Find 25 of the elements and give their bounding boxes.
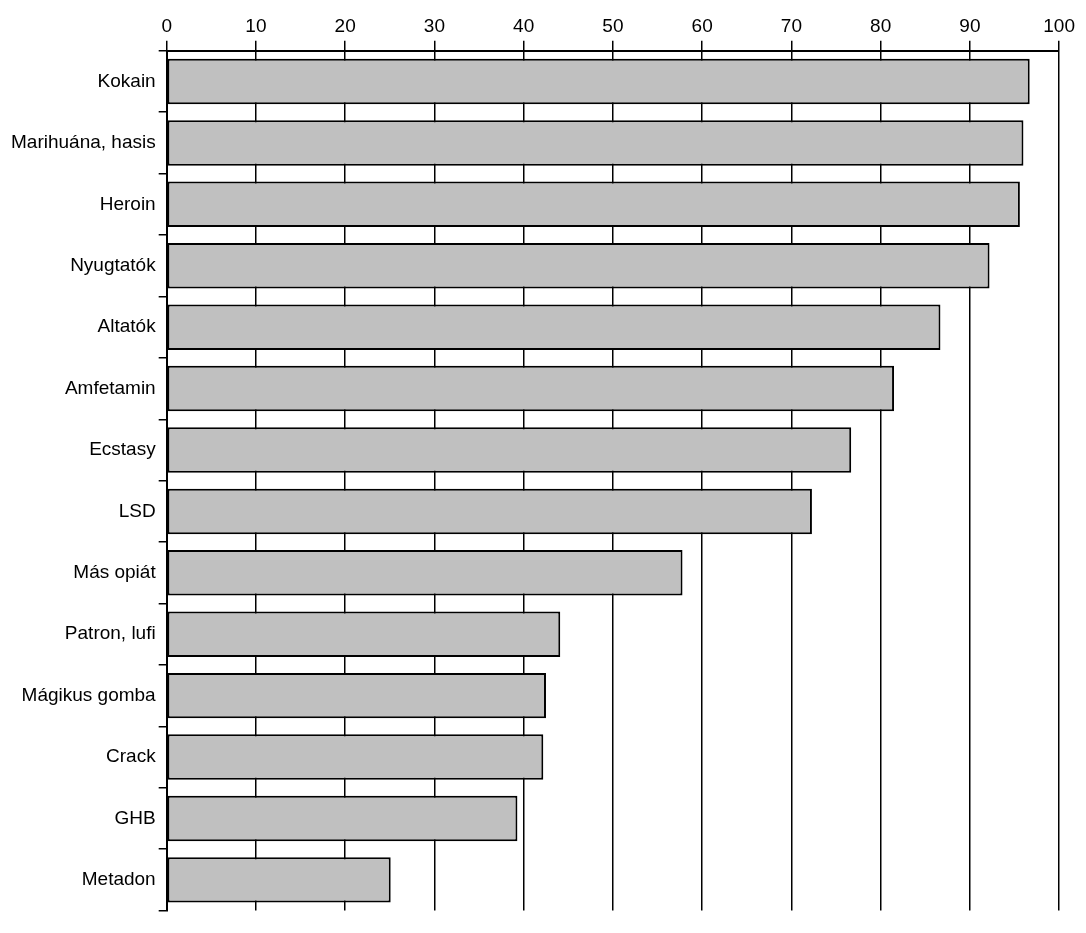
y-tick-label: Amfetamin: [64, 376, 156, 398]
y-tick-label: Nyugtatók: [70, 253, 157, 275]
x-tick-label: 10: [245, 14, 267, 36]
x-tick-label: 100: [1043, 14, 1075, 36]
x-tick-label: 90: [959, 14, 981, 36]
y-tick-label: Marihuána, hasis: [10, 131, 156, 153]
y-tick-label: Mágikus gomba: [21, 683, 157, 705]
x-tick-label: 0: [161, 14, 172, 36]
x-tick-label: 80: [870, 14, 892, 36]
y-tick-label: Heroin: [99, 192, 156, 214]
x-tick-label: 70: [780, 14, 802, 36]
x-tick-label: 40: [513, 14, 535, 36]
y-tick-label: Crack: [106, 745, 157, 767]
y-tick-label: Más opiát: [73, 561, 157, 583]
y-tick-label: LSD: [118, 499, 156, 521]
x-tick-label: 20: [334, 14, 356, 36]
y-tick-label: Altatók: [97, 315, 157, 337]
y-tick-label: Ecstasy: [89, 438, 157, 460]
y-tick-label: Kokain: [97, 69, 156, 91]
x-tick-label: 50: [602, 14, 624, 36]
y-tick-label: Patron, lufi: [64, 622, 156, 644]
x-tick-label: 30: [423, 14, 445, 36]
y-tick-label: GHB: [114, 806, 156, 828]
y-tick-label: Metadon: [81, 868, 156, 890]
x-tick-label: 60: [691, 14, 713, 36]
